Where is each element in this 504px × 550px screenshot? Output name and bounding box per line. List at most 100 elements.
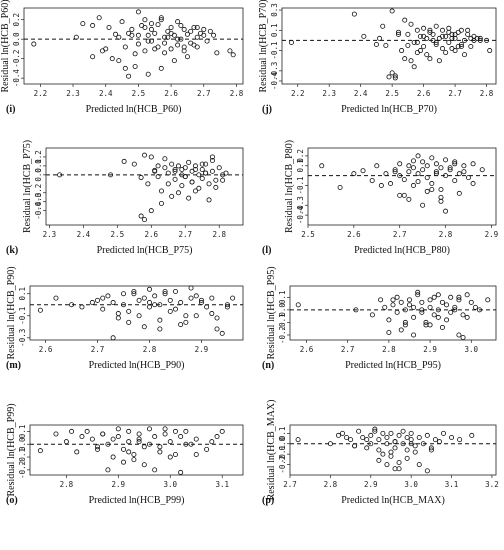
data-point: [158, 65, 164, 71]
data-point: [181, 26, 187, 32]
data-point: [145, 32, 151, 38]
data-point: [461, 163, 467, 169]
data-point: [456, 171, 462, 177]
data-point: [472, 304, 478, 310]
x-tick-label: 2.7: [341, 345, 355, 354]
data-point: [142, 17, 148, 23]
data-point: [462, 37, 468, 43]
x-tick-label: 2.6: [417, 89, 431, 98]
data-point: [288, 39, 294, 45]
panel-n: 2.6 2.7 2.8 2.9 3.0 -0.2-0.10.00.1 Predicted l…: [262, 266, 497, 371]
data-point: [388, 453, 394, 459]
x-tick-label: 2.5: [111, 230, 125, 239]
data-point: [319, 163, 325, 169]
data-point: [352, 443, 358, 449]
data-point: [427, 29, 433, 35]
data-point: [405, 42, 411, 48]
data-point: [152, 434, 158, 440]
data-point: [121, 291, 127, 297]
data-point: [411, 304, 417, 310]
data-point: [465, 175, 471, 181]
x-tick-label: 2.8: [212, 230, 226, 239]
data-point: [214, 434, 220, 440]
data-point: [402, 56, 408, 62]
x-tick-label: 2.5: [301, 230, 315, 239]
data-point: [378, 183, 384, 189]
y-axis-label: Residual ln(HCB_P99): [6, 403, 17, 496]
data-point: [209, 295, 215, 301]
data-point: [424, 163, 430, 169]
data-point: [408, 441, 414, 447]
data-point: [162, 40, 168, 46]
data-point: [131, 291, 137, 297]
data-point: [194, 24, 200, 30]
data-point: [449, 434, 455, 440]
data-point: [295, 302, 301, 308]
data-point: [142, 48, 148, 54]
data-point: [439, 33, 445, 39]
data-point: [204, 446, 210, 452]
data-point: [31, 41, 37, 47]
data-point: [135, 32, 141, 38]
data-point: [186, 159, 192, 165]
data-point: [443, 33, 449, 39]
x-tick-label: 2.9: [195, 345, 209, 354]
plot-frame-l: [307, 147, 497, 226]
plot-frame-m: [29, 285, 244, 341]
data-point: [141, 462, 147, 468]
data-point: [449, 35, 455, 41]
y-axis-label: Residual ln(HCB_P75): [22, 140, 33, 233]
data-point: [415, 179, 421, 185]
data-point: [145, 71, 151, 77]
data-point: [158, 17, 164, 23]
data-point: [57, 172, 63, 178]
data-point: [152, 30, 158, 36]
data-point: [471, 37, 477, 43]
data-point: [172, 428, 178, 434]
data-point: [119, 19, 125, 25]
data-point: [452, 307, 458, 313]
data-point: [209, 154, 215, 160]
data-point: [382, 304, 388, 310]
data-point: [410, 183, 416, 189]
data-point: [171, 58, 177, 64]
y-axis-label: Residual ln(HCB_P95): [266, 266, 277, 359]
data-point: [452, 161, 458, 167]
x-tick-label: 2.4: [99, 89, 113, 98]
x-axis-label: Predicted ln(HCB_P95): [345, 360, 441, 371]
data-point: [175, 42, 181, 48]
data-point: [199, 161, 205, 167]
x-axis-label: Predicted ln(HCB_P75): [97, 245, 193, 256]
data-point: [404, 455, 410, 461]
data-point: [198, 297, 204, 303]
data-point: [360, 168, 366, 174]
data-point: [443, 50, 449, 56]
data-point: [436, 439, 442, 445]
data-point: [447, 165, 453, 171]
x-tick-label: 2.8: [480, 89, 494, 98]
data-point: [384, 462, 390, 468]
data-point: [449, 46, 455, 52]
data-point: [138, 175, 144, 181]
data-point: [484, 37, 490, 43]
data-point: [344, 434, 350, 440]
data-point: [110, 335, 116, 341]
data-point: [157, 449, 163, 455]
data-point: [53, 431, 59, 437]
data-point: [227, 48, 233, 54]
data-point: [230, 52, 236, 58]
x-tick-label: 3.2: [485, 480, 499, 489]
data-point: [152, 168, 158, 174]
y-tick-label: 0.2: [34, 150, 43, 164]
y-tick-label: -0.2: [12, 50, 21, 68]
data-point: [402, 322, 408, 328]
data-point: [155, 174, 161, 180]
data-point: [175, 36, 181, 42]
data-point: [146, 300, 152, 306]
data-point: [193, 436, 199, 442]
data-point: [429, 181, 435, 187]
data-point: [146, 441, 152, 447]
data-point: [230, 295, 236, 301]
y-tick-label: -0.4: [296, 206, 305, 225]
y-tick-label: -0.4: [270, 71, 279, 90]
